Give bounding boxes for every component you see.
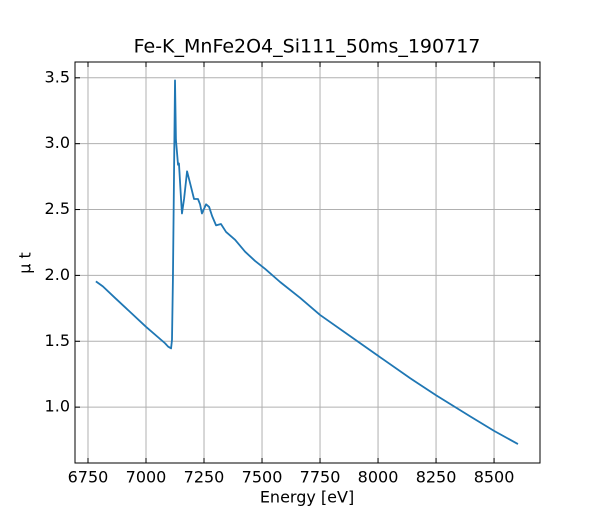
x-tick-label: 8500 bbox=[474, 468, 515, 487]
x-axis-label: Energy [eV] bbox=[260, 488, 354, 507]
y-tick-label: 1.5 bbox=[45, 331, 70, 350]
y-axis-label: μ t bbox=[16, 252, 35, 274]
x-tick-label: 7250 bbox=[184, 468, 225, 487]
x-tick-label: 6750 bbox=[68, 468, 109, 487]
x-tick-label: 8250 bbox=[416, 468, 457, 487]
y-tick-label: 1.0 bbox=[45, 397, 70, 416]
y-tick-label: 2.5 bbox=[45, 199, 70, 218]
x-tick-label: 8000 bbox=[358, 468, 399, 487]
y-tick-label: 3.0 bbox=[45, 133, 70, 152]
x-tick-label: 7750 bbox=[300, 468, 341, 487]
x-tick-label: 7500 bbox=[242, 468, 283, 487]
plot-frame bbox=[74, 61, 541, 464]
data-line bbox=[95, 79, 519, 445]
y-tick-label: 2.0 bbox=[45, 265, 70, 284]
x-tick-label: 7000 bbox=[126, 468, 167, 487]
y-tick-label: 3.5 bbox=[45, 67, 70, 86]
chart-title: Fe-K_MnFe2O4_Si111_50ms_190717 bbox=[134, 36, 481, 58]
